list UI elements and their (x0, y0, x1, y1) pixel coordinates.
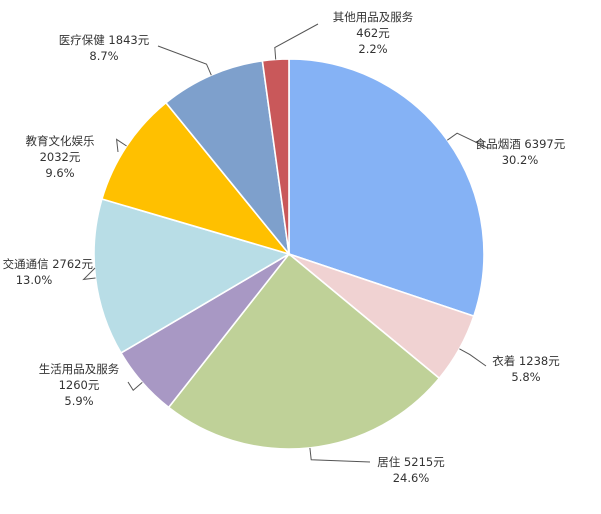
label-housing-percent: 24.6% (393, 471, 430, 485)
pie-slice-education (100, 101, 292, 256)
label-food-percent: 30.2% (502, 153, 539, 167)
label-education-percent: 9.6% (45, 166, 74, 180)
label-education-value: 2032元 (40, 150, 81, 164)
leader-line-clothing (459, 348, 487, 367)
label-other-value: 462元 (356, 26, 390, 40)
pie-slice-housing (167, 252, 441, 450)
label-other-name: 其他用品及服务 (333, 10, 414, 24)
leader-line-food (447, 132, 489, 149)
pie-slices (93, 58, 485, 450)
label-food-name: 食品烟酒 6397元 (475, 137, 566, 151)
label-household-value: 1260元 (59, 378, 100, 392)
leader-line-housing (309, 447, 371, 463)
label-household-name: 生活用品及服务 (39, 362, 120, 376)
leader-line-other (274, 23, 319, 60)
label-transport-percent: 13.0% (16, 273, 53, 287)
leader-line-household (127, 381, 143, 392)
label-clothing-name: 衣着 1238元 (492, 354, 560, 368)
leader-line-education (115, 138, 127, 153)
leader-line-transport (82, 267, 96, 281)
label-housing-name: 居住 5215元 (377, 455, 445, 469)
label-household-percent: 5.9% (64, 394, 93, 408)
leader-lines (82, 23, 489, 463)
label-clothing-percent: 5.8% (511, 370, 540, 384)
label-healthcare-percent: 8.7% (89, 49, 118, 63)
label-other-percent: 2.2% (358, 42, 387, 56)
label-healthcare-name: 医疗保健 1843元 (59, 33, 150, 47)
leader-line-healthcare (157, 45, 212, 76)
label-education-name: 教育文化娱乐 (26, 134, 95, 148)
label-transport-name: 交通通信 2762元 (3, 257, 94, 271)
